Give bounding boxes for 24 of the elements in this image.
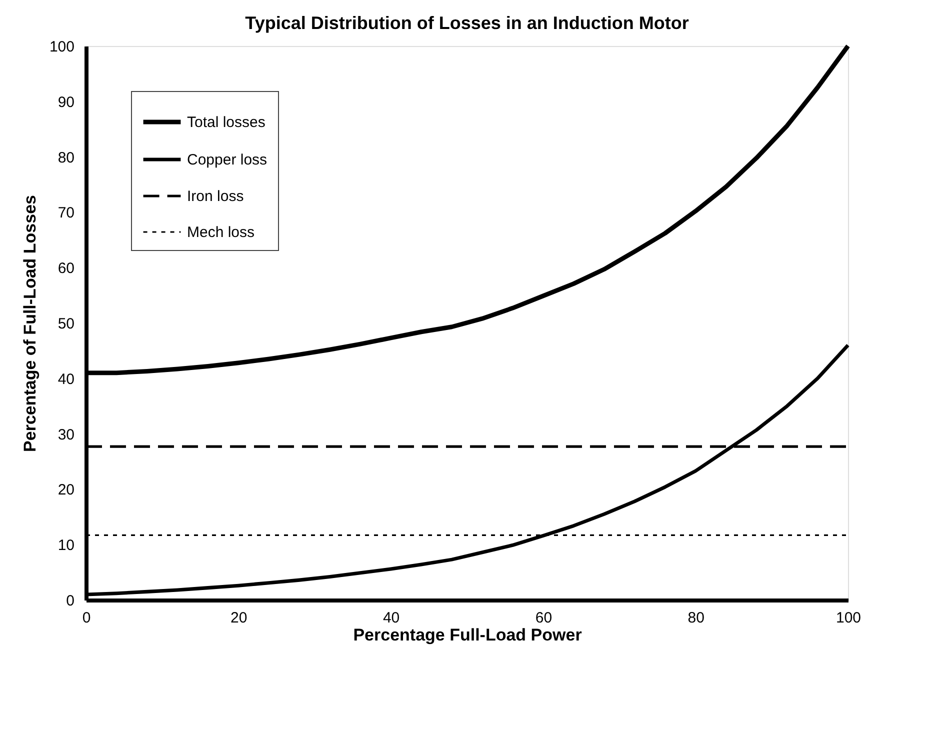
y-tick-label: 30 <box>58 426 74 444</box>
x-tick-label: 60 <box>535 610 552 626</box>
y-tick-label: 90 <box>58 94 74 111</box>
legend-label: Total losses <box>187 114 266 131</box>
y-tick-label: 100 <box>49 38 74 56</box>
y-tick-label: 70 <box>58 204 74 222</box>
y-axis-title: Percentage of Full-Load Losses <box>20 195 40 452</box>
x-axis-title: Percentage Full-Load Power <box>353 626 582 644</box>
legend-label: Mech loss <box>187 224 255 241</box>
x-tick-label: 40 <box>382 610 400 626</box>
x-tick-label: 20 <box>230 610 248 626</box>
x-tick-label: 100 <box>836 610 862 626</box>
y-tick-label: 50 <box>58 316 74 332</box>
legend-label: Iron loss <box>187 188 244 205</box>
y-tick-label: 40 <box>58 370 74 388</box>
y-tick-label: 10 <box>58 537 74 554</box>
chart-title: Typical Distribution of Losses in an Induction Motor <box>245 13 689 33</box>
y-tick-label: 80 <box>58 149 74 166</box>
y-tick-label: 60 <box>58 260 74 278</box>
x-tick-label: 0 <box>82 610 91 626</box>
y-tick-label: 20 <box>58 482 74 499</box>
legend-label: Copper loss <box>187 152 268 168</box>
y-tick-label: 0 <box>66 592 74 610</box>
x-tick-label: 80 <box>688 610 704 626</box>
